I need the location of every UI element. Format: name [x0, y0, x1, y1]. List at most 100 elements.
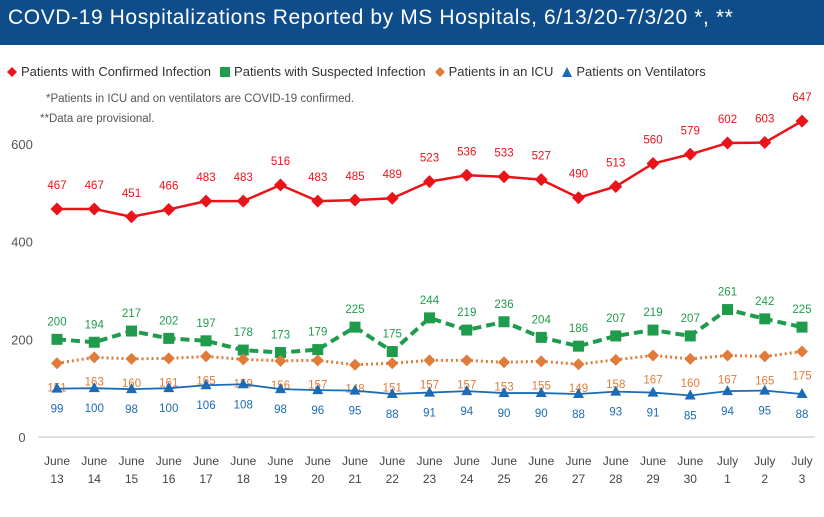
data-label-confirmed: 603	[755, 114, 774, 126]
data-point-suspected	[722, 304, 733, 316]
data-label-ventilators: 95	[758, 406, 771, 418]
data-label-suspected: 225	[345, 304, 364, 316]
data-point-icu	[88, 351, 101, 364]
data-label-suspected: 173	[271, 330, 290, 342]
legend-item-icu: Patients in an ICU	[434, 64, 553, 79]
x-tick-label-month: June	[267, 454, 293, 468]
data-point-confirmed	[311, 194, 325, 208]
x-tick-label-day: 16	[162, 472, 176, 486]
data-label-icu: 157	[420, 379, 439, 391]
data-point-icu	[535, 355, 548, 368]
data-point-ventilators	[535, 387, 547, 398]
data-label-icu: 175	[792, 371, 811, 383]
data-point-icu	[51, 357, 63, 370]
x-tick-label-month: June	[677, 454, 703, 468]
data-label-icu: 167	[718, 374, 737, 386]
data-point-suspected	[759, 313, 771, 325]
data-label-suspected: 261	[718, 287, 737, 299]
data-point-suspected	[424, 312, 435, 324]
data-point-confirmed	[683, 147, 697, 161]
data-label-ventilators: 98	[274, 404, 287, 416]
data-label-suspected: 202	[159, 315, 178, 327]
data-label-confirmed: 533	[494, 148, 513, 160]
data-point-suspected	[237, 344, 249, 356]
data-point-icu	[498, 356, 510, 369]
data-point-confirmed	[236, 194, 250, 208]
data-label-ventilators: 88	[796, 409, 809, 421]
data-label-suspected: 219	[643, 307, 662, 319]
data-label-suspected: 207	[606, 313, 625, 325]
data-label-confirmed: 467	[47, 180, 66, 192]
data-label-ventilators: 100	[85, 403, 104, 415]
data-label-suspected: 219	[457, 307, 476, 319]
data-point-icu	[237, 353, 250, 366]
data-label-suspected: 225	[792, 304, 811, 316]
data-point-confirmed	[795, 114, 809, 128]
x-tick-label-month: June	[305, 454, 331, 468]
data-label-suspected: 197	[196, 318, 215, 330]
y-tick-label: 200	[11, 332, 33, 347]
data-label-ventilators: 85	[684, 410, 697, 422]
x-tick-label-day: 2	[761, 472, 768, 486]
data-label-suspected: 200	[47, 316, 66, 328]
data-point-ventilators	[722, 385, 733, 396]
chart-title: COVD-19 Hospitalizations Reported by MS …	[0, 0, 824, 45]
data-label-ventilators: 91	[647, 408, 660, 420]
data-point-icu	[162, 352, 175, 365]
data-point-icu	[311, 354, 324, 367]
data-point-suspected	[51, 333, 63, 345]
legend-label-suspected: Patients with Suspected Infection	[234, 64, 426, 79]
data-point-confirmed	[87, 202, 101, 216]
x-tick-label-month: June	[81, 454, 107, 468]
data-point-confirmed	[348, 193, 362, 207]
x-tick-label-day: 28	[609, 472, 623, 486]
data-label-confirmed: 485	[345, 171, 364, 183]
x-tick-label-month: June	[342, 454, 368, 468]
x-tick-label-month: June	[379, 454, 405, 468]
data-label-suspected: 178	[234, 327, 253, 339]
data-point-icu	[423, 354, 436, 367]
data-label-confirmed: 466	[159, 180, 178, 192]
x-tick-label-day: 29	[646, 472, 660, 486]
data-label-confirmed: 647	[792, 92, 811, 104]
x-tick-label-month: July	[791, 454, 812, 468]
x-tick-label-day: 1	[724, 472, 731, 486]
data-point-icu	[386, 357, 399, 370]
data-label-icu: 165	[755, 375, 774, 387]
x-tick-label-day: 22	[386, 472, 400, 486]
data-point-confirmed	[460, 168, 474, 182]
series-line-suspected	[56, 307, 803, 355]
data-point-suspected	[163, 332, 175, 344]
data-point-suspected	[647, 324, 659, 336]
legend: Patients with Confirmed Infection Patien…	[6, 64, 706, 79]
legend-label-ventilators: Patients on Ventilators	[576, 64, 706, 79]
x-tick-label-month: July	[754, 454, 775, 468]
data-point-suspected	[386, 346, 398, 358]
data-point-suspected	[610, 330, 622, 342]
data-point-ventilators	[647, 386, 659, 397]
data-label-confirmed: 527	[532, 151, 551, 163]
red-diamond-icon	[7, 66, 17, 77]
data-point-ventilators	[126, 383, 137, 394]
data-label-confirmed: 483	[308, 172, 327, 184]
data-point-ventilators	[275, 383, 286, 394]
data-label-confirmed: 483	[196, 172, 215, 184]
x-tick-label-day: 15	[125, 472, 139, 486]
x-tick-label-month: June	[640, 454, 666, 468]
x-tick-label-day: 14	[88, 472, 102, 486]
x-tick-label-day: 24	[460, 472, 474, 486]
x-tick-label-month: June	[416, 454, 442, 468]
data-point-suspected	[573, 340, 584, 352]
x-tick-label-month: June	[193, 454, 219, 468]
data-point-confirmed	[721, 136, 734, 150]
legend-label-confirmed: Patients with Confirmed Infection	[21, 64, 212, 79]
data-point-icu	[125, 352, 138, 365]
data-point-icu	[796, 345, 808, 358]
data-point-ventilators	[312, 384, 324, 395]
data-point-suspected	[349, 321, 361, 333]
data-point-confirmed	[125, 210, 138, 224]
y-tick-label: 400	[11, 235, 33, 250]
data-point-icu	[572, 358, 585, 371]
data-label-ventilators: 98	[125, 404, 138, 416]
x-tick-label-day: 20	[311, 472, 325, 486]
